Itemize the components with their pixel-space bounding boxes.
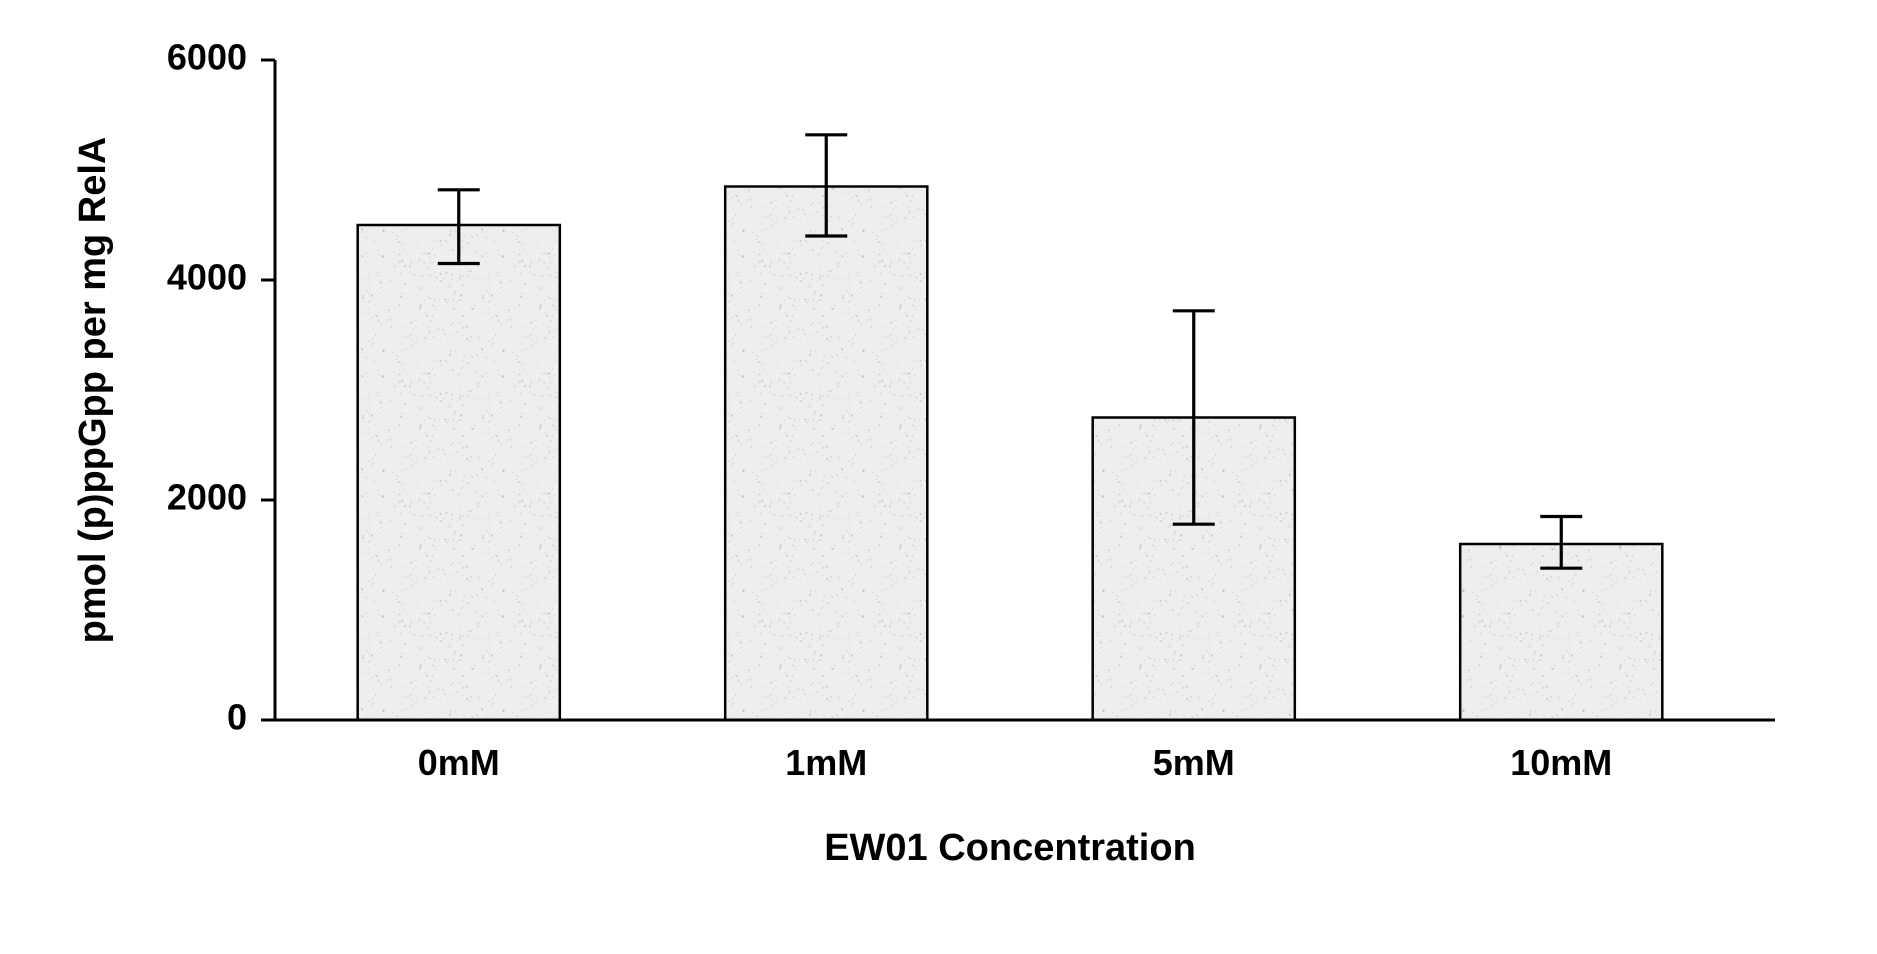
y-tick-label: 6000 bbox=[167, 37, 247, 78]
y-tick-label: 0 bbox=[227, 697, 247, 738]
bar bbox=[725, 187, 927, 721]
bar bbox=[358, 225, 560, 720]
x-axis-label: EW01 Concentration bbox=[824, 827, 1196, 869]
chart-svg: 0 2000 4000 6000 0mM 1mM 5mM 10mM pmol (p)ppGpp … bbox=[0, 0, 1877, 954]
bar-chart: 0 2000 4000 6000 0mM 1mM 5mM 10mM pmol (p)ppGpp … bbox=[0, 0, 1877, 954]
x-tick-label: 10mM bbox=[1510, 742, 1612, 783]
x-tick-label: 0mM bbox=[418, 742, 500, 783]
x-tick-label: 1mM bbox=[785, 742, 867, 783]
x-tick-label: 5mM bbox=[1153, 742, 1235, 783]
bar bbox=[1460, 544, 1662, 720]
y-tick-label: 2000 bbox=[167, 477, 247, 518]
y-axis-label: pmol (p)ppGpp per mg RelA bbox=[72, 137, 114, 644]
y-tick-label: 4000 bbox=[167, 257, 247, 298]
